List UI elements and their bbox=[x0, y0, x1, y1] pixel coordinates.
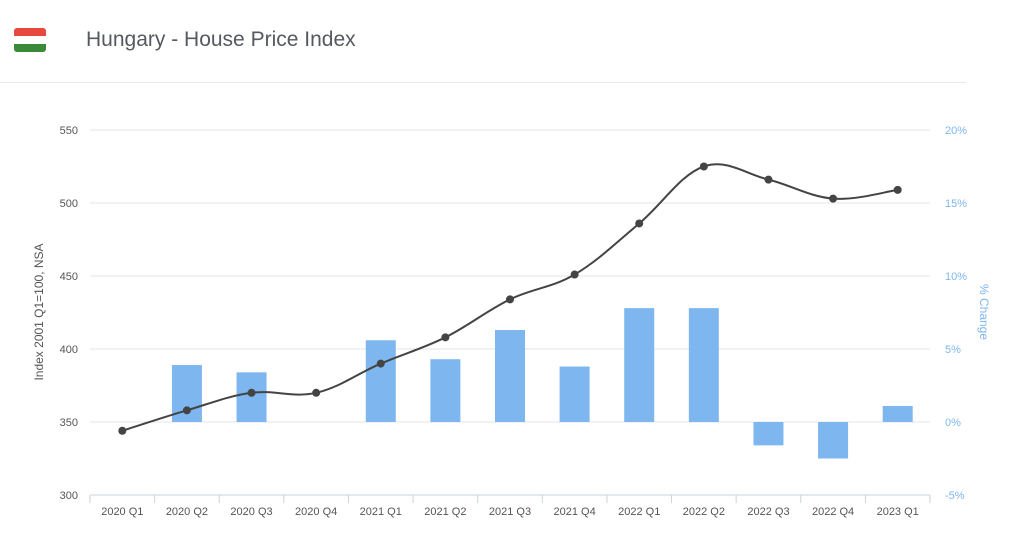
x-tick-label: 2021 Q2 bbox=[424, 506, 466, 518]
y-tick-label: 300 bbox=[60, 490, 78, 502]
x-tick-label: 2022 Q4 bbox=[812, 506, 854, 518]
bar bbox=[495, 330, 525, 422]
line-point bbox=[118, 426, 127, 435]
x-tick-label: 2022 Q3 bbox=[747, 506, 789, 518]
y2-tick-label: 5% bbox=[945, 344, 961, 356]
flag-stripe-red bbox=[14, 28, 46, 36]
x-tick-label: 2020 Q1 bbox=[101, 506, 143, 518]
bar bbox=[624, 308, 655, 422]
x-tick-label: 2022 Q1 bbox=[618, 506, 660, 518]
line-point bbox=[764, 175, 773, 184]
bar bbox=[365, 340, 396, 422]
x-tick-label: 2020 Q2 bbox=[166, 506, 208, 518]
line-point bbox=[570, 270, 579, 279]
y-axis-label-left: Index 2001 Q1=100, NSA bbox=[32, 243, 46, 380]
y-axis-right: -5% 0% 5% 10% 15% 20% bbox=[945, 125, 967, 502]
bar bbox=[882, 405, 913, 422]
bar-series bbox=[171, 308, 913, 459]
y2-tick-label: 0% bbox=[945, 417, 961, 429]
line-point bbox=[893, 185, 902, 194]
x-tick-label: 2021 Q1 bbox=[360, 506, 402, 518]
x-tick-label: 2023 Q1 bbox=[877, 506, 919, 518]
y-tick-label: 550 bbox=[60, 125, 78, 137]
y2-tick-label: 10% bbox=[945, 271, 967, 283]
y-tick-label: 500 bbox=[60, 198, 78, 210]
y-tick-label: 400 bbox=[60, 344, 78, 356]
bar bbox=[753, 422, 784, 446]
x-tick-label: 2022 Q2 bbox=[683, 506, 725, 518]
bar bbox=[236, 372, 267, 422]
page-title: Hungary - House Price Index bbox=[86, 28, 356, 51]
line-point bbox=[247, 388, 256, 397]
flag-stripe-green bbox=[14, 44, 46, 52]
y2-tick-label: -5% bbox=[945, 490, 965, 502]
line-point bbox=[376, 359, 385, 368]
line-point bbox=[829, 194, 838, 203]
bar bbox=[688, 308, 719, 422]
x-tick-label: 2021 Q3 bbox=[489, 506, 531, 518]
y2-tick-label: 15% bbox=[945, 198, 967, 210]
line-point bbox=[441, 333, 450, 342]
line-point bbox=[506, 295, 514, 304]
line-point bbox=[699, 162, 708, 171]
header: Hungary - House Price Index bbox=[0, 0, 1024, 80]
x-tick-label: 2021 Q4 bbox=[554, 506, 596, 518]
bar bbox=[818, 422, 849, 459]
y-tick-label: 450 bbox=[60, 271, 78, 283]
y-axis-label-right: % Change bbox=[977, 284, 991, 340]
x-tick-label: 2020 Q3 bbox=[230, 506, 272, 518]
bar bbox=[430, 359, 461, 422]
y2-tick-label: 20% bbox=[945, 125, 967, 137]
y-tick-label: 350 bbox=[60, 417, 78, 429]
x-axis: 2020 Q1 2020 Q2 2020 Q3 2020 Q4 2021 Q1 2021 … bbox=[89, 494, 931, 518]
y-axis-left: 300 350 400 450 500 550 bbox=[60, 125, 78, 502]
line-series bbox=[118, 162, 902, 435]
flag-stripe-white bbox=[14, 36, 46, 44]
line-point bbox=[182, 406, 191, 415]
hungary-flag-icon bbox=[14, 28, 46, 52]
line-point bbox=[635, 219, 644, 228]
x-tick-label: 2020 Q4 bbox=[295, 506, 337, 518]
header-divider bbox=[0, 82, 966, 83]
bar bbox=[559, 366, 590, 422]
line-point bbox=[312, 388, 321, 397]
